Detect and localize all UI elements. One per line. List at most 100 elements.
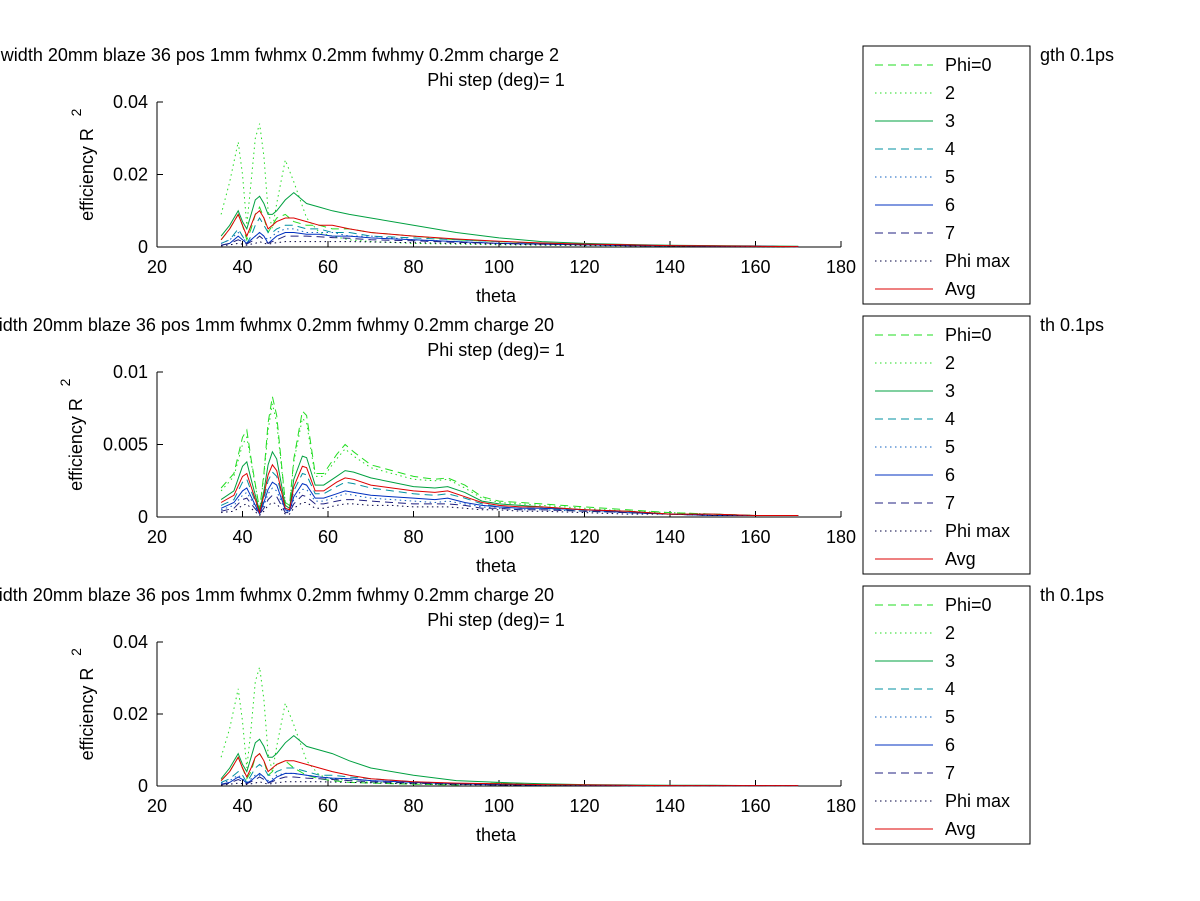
series-line-2	[220, 403, 799, 516]
y-tick-label: 0.04	[113, 92, 148, 112]
y-axis-label-superscript: 2	[57, 378, 73, 386]
series-line-avg	[220, 463, 799, 516]
legend-label: Phi max	[945, 521, 1010, 541]
x-tick-label: 60	[318, 257, 338, 277]
series-line-5	[220, 487, 799, 516]
y-tick-label: 0.005	[103, 435, 148, 455]
x-tick-label: 20	[147, 257, 167, 277]
series-line-phi-max	[221, 501, 799, 517]
legend-label: Phi=0	[945, 595, 992, 615]
series-line-phi-0	[220, 396, 799, 516]
legend-label: 5	[945, 437, 955, 457]
x-tick-label: 60	[318, 796, 338, 816]
x-tick-label: 140	[655, 796, 685, 816]
legend-label: 2	[945, 353, 955, 373]
x-tick-label: 80	[403, 527, 423, 547]
y-tick-label: 0	[138, 776, 148, 796]
legend: Phi=0 2 3 4 5 6 7 Phi max Avg	[862, 585, 1031, 845]
x-tick-label: 100	[484, 257, 514, 277]
x-tick-label: 180	[826, 257, 856, 277]
x-tick-label: 80	[403, 796, 423, 816]
x-tick-label: 20	[147, 796, 167, 816]
chart-title: CET gperiod 1.01mm gwidth 20mm blaze 36 …	[0, 585, 554, 605]
legend-box	[862, 45, 1031, 305]
legend-label: Phi=0	[945, 55, 992, 75]
y-axis-label: efficiency R	[77, 668, 97, 761]
legend-label: 6	[945, 465, 955, 485]
series-line-3	[220, 191, 799, 247]
chart-subtitle: Phi step (deg)= 1	[427, 610, 565, 630]
chart-title: CET gperiod 1.01mm gwidth 20mm blaze 36 …	[0, 45, 559, 65]
y-axis-label-group: efficiency R 2	[68, 108, 97, 220]
legend-label: 4	[945, 139, 955, 159]
x-tick-label: 100	[484, 527, 514, 547]
legend-label: 7	[945, 493, 955, 513]
x-tick-label: 140	[655, 257, 685, 277]
x-axis-label: theta	[476, 286, 517, 306]
x-axis-label: theta	[476, 556, 517, 576]
x-tick-label: 160	[740, 527, 770, 547]
y-axis-label-superscript: 2	[68, 108, 84, 116]
legend-label: Phi max	[945, 791, 1010, 811]
legend-label: Phi max	[945, 251, 1010, 271]
y-tick-label: 0	[138, 507, 148, 527]
x-tick-label: 160	[740, 796, 770, 816]
legend: Phi=0 2 3 4 5 6 7 Phi max Avg	[862, 45, 1031, 305]
legend-label: 2	[945, 623, 955, 643]
x-tick-label: 140	[655, 527, 685, 547]
x-tick-label: 100	[484, 796, 514, 816]
series-line-phi-0	[220, 205, 799, 248]
x-tick-label: 80	[403, 257, 423, 277]
subplot-3: CET gperiod 1.01mm gwidth 20mm blaze 36 …	[0, 585, 1104, 845]
legend-label: 3	[945, 651, 955, 671]
legend-label: 7	[945, 763, 955, 783]
legend-label: 4	[945, 679, 955, 699]
x-axis-label: theta	[476, 825, 517, 845]
subplot-1: CET gperiod 1.01mm gwidth 20mm blaze 36 …	[0, 45, 1114, 306]
legend-label: Avg	[945, 549, 976, 569]
x-tick-label: 40	[232, 257, 252, 277]
series-line-6	[220, 481, 799, 516]
x-tick-label: 20	[147, 527, 167, 547]
y-axis-label-superscript: 2	[68, 648, 84, 656]
x-tick-label: 120	[569, 796, 599, 816]
series-line-5	[220, 228, 799, 248]
y-tick-label: 0.02	[113, 165, 148, 185]
x-tick-label: 120	[569, 527, 599, 547]
series-line-7	[220, 494, 799, 516]
series-line-4	[220, 471, 799, 516]
y-axis-label-group: efficiency R 2	[68, 648, 97, 760]
legend-label: Avg	[945, 279, 976, 299]
chart-subtitle: Phi step (deg)= 1	[427, 340, 565, 360]
chart-title-tail: th 0.1ps	[1040, 585, 1104, 605]
legend-label: 2	[945, 83, 955, 103]
series-line-2	[220, 123, 799, 248]
x-tick-label: 180	[826, 796, 856, 816]
y-tick-label: 0.01	[113, 362, 148, 382]
subplot-2: CET gperiod 1.01mm gwidth 20mm blaze 36 …	[0, 315, 1104, 576]
legend-label: 4	[945, 409, 955, 429]
y-axis-label: efficiency R	[66, 398, 86, 491]
y-tick-label: 0.04	[113, 632, 148, 652]
legend-label: 3	[945, 111, 955, 131]
x-tick-label: 160	[740, 257, 770, 277]
x-tick-label: 120	[569, 257, 599, 277]
legend-label: 5	[945, 707, 955, 727]
series-line-avg	[220, 210, 799, 248]
series-line-2	[220, 667, 799, 787]
series-line-7	[220, 235, 799, 248]
legend-label: Avg	[945, 819, 976, 839]
series-line-phi-0	[220, 752, 799, 787]
series-line-avg	[220, 752, 799, 787]
series-line-6	[220, 231, 799, 248]
chart-title-tail: th 0.1ps	[1040, 315, 1104, 335]
chart-title-tail: gth 0.1ps	[1040, 45, 1114, 65]
y-tick-label: 0	[138, 237, 148, 257]
legend: Phi=0 2 3 4 5 6 7 Phi max Avg	[862, 315, 1031, 575]
legend-label: 7	[945, 223, 955, 243]
y-axis-label: efficiency R	[77, 128, 97, 221]
x-tick-label: 40	[232, 527, 252, 547]
chart-title: CET gperiod 1.01mm gwidth 20mm blaze 36 …	[0, 315, 554, 335]
y-axis-label-group: efficiency R 2	[57, 378, 86, 490]
